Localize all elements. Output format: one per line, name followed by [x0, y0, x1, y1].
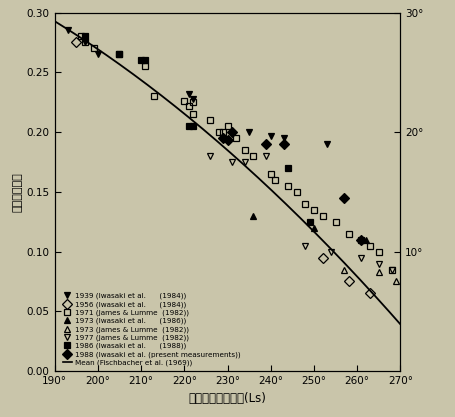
Legend: 1939 (Iwasaki et al.      (1984)), 1956 (Iwasaki et al.      (1984)), 1971 (Jame: 1939 (Iwasaki et al. (1984)), 1956 (Iwas… [62, 291, 242, 367]
X-axis label: 火星中心太陽経度(Ls): 火星中心太陽経度(Ls) [188, 392, 267, 404]
Y-axis label: 南極冠の半径: 南極冠の半径 [12, 172, 22, 212]
